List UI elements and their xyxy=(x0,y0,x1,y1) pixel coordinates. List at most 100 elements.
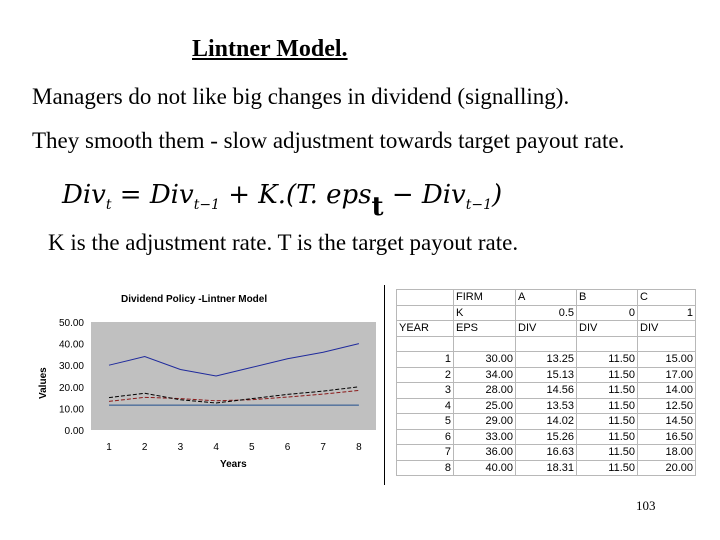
table-cell: 5 xyxy=(396,413,454,430)
table-cell: 40.00 xyxy=(453,459,516,476)
table-cell: 7 xyxy=(396,444,454,461)
table-row: YEAR EPS DIV DIV DIV xyxy=(396,320,696,337)
table-cell: 14.50 xyxy=(637,413,696,430)
x-axis-label: Years xyxy=(220,459,247,470)
table-cell: 3 xyxy=(396,382,454,399)
table-cell xyxy=(396,335,454,352)
table-cell: 29.00 xyxy=(453,413,516,430)
table-cell: 13.25 xyxy=(515,351,577,368)
table-row: 3 28.00 14.56 11.50 14.00 xyxy=(396,382,696,399)
table-cell: 20.00 xyxy=(637,459,696,476)
table-row: FIRM A B C xyxy=(396,289,696,306)
x-tick-label: 4 xyxy=(213,442,219,453)
table-cell xyxy=(453,335,516,352)
table-cell xyxy=(396,289,454,306)
eq-rhs1: Div xyxy=(149,180,194,210)
slide-title: Lintner Model. xyxy=(192,36,348,62)
y-tick-label: 50.00 xyxy=(59,318,84,329)
table-cell: 1 xyxy=(637,304,696,321)
series-line-3 xyxy=(108,386,359,404)
table-cell: 6 xyxy=(396,428,454,445)
table-cell: 12.50 xyxy=(637,397,696,414)
table-cell xyxy=(576,335,638,352)
chart-table-divider xyxy=(384,285,385,485)
eq-equals: = xyxy=(119,180,142,210)
table-cell: 11.50 xyxy=(576,382,638,399)
table-cell: 28.00 xyxy=(453,382,516,399)
table-row: 7 36.00 16.63 11.50 18.00 xyxy=(396,444,696,461)
table-cell: DIV xyxy=(637,320,696,337)
table-cell: A xyxy=(515,289,577,306)
table-cell: 8 xyxy=(396,459,454,476)
x-tick-label: 2 xyxy=(142,442,148,453)
eq-t-sub: t xyxy=(371,192,384,222)
table-cell: 17.00 xyxy=(637,366,696,383)
table-row xyxy=(396,335,696,352)
table-cell: FIRM xyxy=(453,289,516,306)
eq-close: ) xyxy=(492,180,503,210)
x-tick-label: 8 xyxy=(356,442,362,453)
table-cell xyxy=(396,304,454,321)
table-cell: 11.50 xyxy=(576,444,638,461)
table-cell: 11.50 xyxy=(576,459,638,476)
dividend-table: FIRM A B C K 0.5 0 1 YEAR EPS DIV DIV DIV 1 30.00 13.25… xyxy=(396,289,696,476)
table-row: 1 30.00 13.25 11.50 15.00 xyxy=(396,351,696,368)
y-tick-label: 30.00 xyxy=(59,361,84,372)
table-cell: 15.26 xyxy=(515,428,577,445)
series-line-0 xyxy=(108,343,360,377)
y-tick-label: 0.00 xyxy=(65,426,85,437)
table-cell: 0 xyxy=(576,304,638,321)
table-cell: 14.02 xyxy=(515,413,577,430)
table-cell: 14.00 xyxy=(637,382,696,399)
table-cell: 33.00 xyxy=(453,428,516,445)
table-cell: K xyxy=(453,304,516,321)
y-tick-label: 40.00 xyxy=(59,340,84,351)
x-tick-label: 6 xyxy=(285,442,291,453)
table-cell: 11.50 xyxy=(576,428,638,445)
table-cell: 15.00 xyxy=(637,351,696,368)
table-cell: 18.00 xyxy=(637,444,696,461)
table-cell: 11.50 xyxy=(576,397,638,414)
eq-rhs2-sub: t−1 xyxy=(465,197,493,213)
plot-area xyxy=(91,322,376,430)
eq-k-part: K.(T. eps xyxy=(258,180,372,210)
table-row: 4 25.00 13.53 11.50 12.50 xyxy=(396,397,696,414)
table-cell: 11.50 xyxy=(576,366,638,383)
eq-lhs: Div xyxy=(62,180,106,210)
eq-plus: + xyxy=(228,180,251,210)
table-cell: 34.00 xyxy=(453,366,516,383)
table-cell: 30.00 xyxy=(453,351,516,368)
x-tick-label: 3 xyxy=(178,442,184,453)
table-cell: 11.50 xyxy=(576,351,638,368)
table-cell: 0.5 xyxy=(515,304,577,321)
lintner-chart: Dividend Policy -Lintner Model 0.00 10.00… xyxy=(38,294,376,470)
table-cell: C xyxy=(637,289,696,306)
lintner-equation: Divt = Divt−1 + K.(T. epst − Divt−1) xyxy=(62,180,503,222)
table-cell: 36.00 xyxy=(453,444,516,461)
table-row: 8 40.00 18.31 11.50 20.00 xyxy=(396,459,696,476)
table-cell: 1 xyxy=(396,351,454,368)
table-cell: YEAR xyxy=(396,320,454,337)
page-number: 103 xyxy=(636,498,656,513)
eq-lhs-sub: t xyxy=(105,197,112,213)
table-cell: DIV xyxy=(515,320,577,337)
eq-rhs2: Div xyxy=(421,180,466,210)
chart-title: Dividend Policy -Lintner Model xyxy=(121,294,267,305)
table-cell: 16.63 xyxy=(515,444,577,461)
x-tick-label: 1 xyxy=(106,442,112,453)
table-cell: EPS xyxy=(453,320,516,337)
table-row: 6 33.00 15.26 11.50 16.50 xyxy=(396,428,696,445)
table-cell: 13.53 xyxy=(515,397,577,414)
table-cell: 15.13 xyxy=(515,366,577,383)
table-cell xyxy=(637,335,696,352)
eq-minus: − xyxy=(391,180,414,210)
table-row: 5 29.00 14.02 11.50 14.50 xyxy=(396,413,696,430)
table-cell: 18.31 xyxy=(515,459,577,476)
k-definition: K is the adjustment rate. T is the targe… xyxy=(48,230,519,255)
y-axis-label: Values xyxy=(38,367,49,399)
statement-line-1: Managers do not like big changes in divi… xyxy=(32,84,570,109)
x-tick-label: 7 xyxy=(320,442,326,453)
table-cell: 2 xyxy=(396,366,454,383)
y-tick-label: 20.00 xyxy=(59,383,84,394)
eq-rhs1-sub: t−1 xyxy=(193,197,220,213)
